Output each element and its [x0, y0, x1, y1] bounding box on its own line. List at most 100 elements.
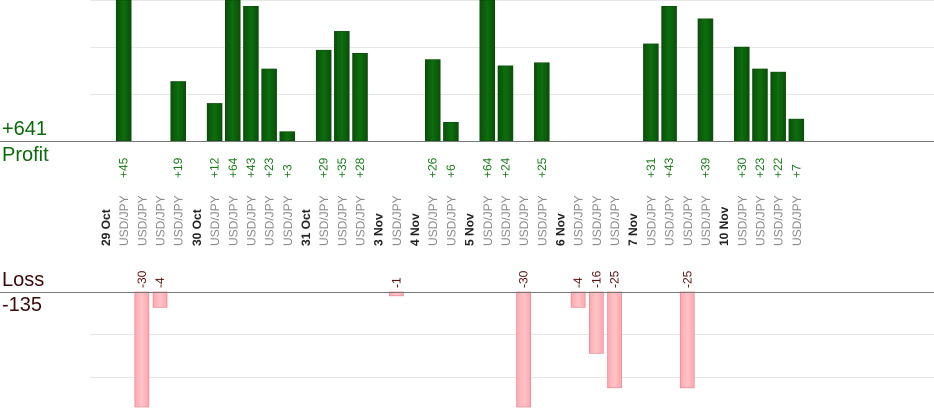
labels: 29 Oct USD/JPY +45 USD/JPY -30 USD/JPY -4 USD/J…	[99, 157, 804, 288]
loss-bar	[570, 291, 586, 308]
loss-bar	[679, 291, 695, 389]
pair-label: USD/JPY	[608, 195, 622, 246]
pair-label: USD/JPY	[753, 195, 767, 246]
pair-label: USD/JPY	[663, 195, 677, 246]
axes	[0, 141, 934, 293]
pair-label: USD/JPY	[226, 195, 240, 246]
loss-value-label: -25	[680, 270, 694, 288]
loss-value-label: -30	[135, 270, 149, 288]
pair-label: USD/JPY	[208, 195, 222, 246]
profit-bar	[770, 71, 786, 142]
pair-label: USD/JPY	[244, 195, 258, 246]
profit-value-label: +39	[698, 157, 712, 178]
date-label: 29 Oct	[99, 209, 113, 246]
pair-label: USD/JPY	[354, 195, 368, 246]
profit-value-label: +26	[426, 157, 440, 178]
date-label: 30 Oct	[190, 209, 204, 246]
profit-bar	[352, 53, 368, 142]
pair-label: USD/JPY	[426, 195, 440, 246]
profit-bar	[479, 0, 496, 142]
pair-label: USD/JPY	[517, 195, 531, 246]
profit-value-label: +7	[789, 164, 803, 178]
profit-value-label: +6	[444, 164, 458, 178]
profit-value-label: +43	[244, 157, 258, 178]
pair-label: USD/JPY	[572, 195, 586, 246]
pair-label: USD/JPY	[172, 195, 186, 246]
pair-label: USD/JPY	[535, 195, 549, 246]
profit-value-label: +12	[208, 157, 222, 178]
date-label: 3 Nov	[372, 213, 386, 246]
profit-value-label: +29	[317, 157, 331, 178]
profit-bar	[315, 49, 332, 142]
profit-bars	[115, 0, 805, 142]
date-label: 4 Nov	[408, 213, 422, 246]
profit-value-label: +3	[280, 164, 294, 178]
loss-value-label: -1	[389, 277, 403, 288]
gridlines	[90, 0, 934, 378]
pair-label: USD/JPY	[117, 195, 131, 246]
profit-bar	[734, 46, 750, 142]
pair-label: USD/JPY	[590, 195, 604, 246]
profit-value-label: +28	[353, 157, 367, 178]
loss-bar	[516, 291, 531, 408]
profit-value-label: +35	[335, 157, 349, 178]
loss-bar	[607, 291, 622, 389]
date-label: 10 Nov	[717, 206, 731, 246]
profit-total: +641	[2, 118, 48, 140]
profit-value-label: +19	[171, 157, 185, 178]
date-label: 6 Nov	[554, 213, 568, 246]
profit-bar	[752, 68, 768, 142]
profit-bar	[697, 18, 714, 142]
profit-bar	[497, 65, 514, 142]
date-label: 31 Oct	[299, 209, 313, 246]
profit-bar	[279, 131, 296, 142]
loss-value-label: -4	[571, 277, 585, 288]
profit-bar	[643, 43, 659, 142]
profit-bar	[424, 59, 441, 142]
loss-bar	[152, 291, 168, 308]
profit-bar	[443, 121, 459, 142]
date-label: 5 Nov	[463, 213, 477, 246]
profit-bar	[661, 6, 677, 142]
pair-label: USD/JPY	[644, 195, 658, 246]
pair-label: USD/JPY	[444, 195, 458, 246]
profit-bar	[243, 6, 259, 142]
pair-label: USD/JPY	[735, 195, 749, 246]
profit-value-label: +43	[662, 157, 676, 178]
profit-bar	[534, 62, 550, 142]
profit-bar	[225, 0, 241, 142]
pair-label: USD/JPY	[390, 195, 404, 246]
profit-value-label: +22	[771, 157, 785, 178]
loss-value-label: -30	[517, 270, 531, 288]
profit-value-label: +64	[480, 157, 494, 178]
profit-legend-label: Profit	[2, 144, 49, 166]
loss-bar	[589, 291, 604, 354]
loss-bars	[134, 291, 695, 408]
profit-bar	[115, 0, 132, 142]
pair-label: USD/JPY	[317, 195, 331, 246]
profit-value-label: +25	[535, 157, 549, 178]
loss-value-label: -25	[608, 270, 622, 288]
pair-label: USD/JPY	[335, 195, 349, 246]
pair-label: USD/JPY	[699, 195, 713, 246]
profit-bar	[334, 31, 350, 142]
profit-value-label: +30	[735, 157, 749, 178]
pair-label: USD/JPY	[772, 195, 786, 246]
pair-label: USD/JPY	[481, 195, 495, 246]
profit-bar	[261, 68, 277, 142]
pair-label: USD/JPY	[790, 195, 804, 246]
profit-bar	[206, 103, 223, 142]
pair-label: USD/JPY	[263, 195, 277, 246]
loss-legend-label: Loss	[2, 269, 45, 291]
loss-bar	[134, 291, 150, 408]
pair-label: USD/JPY	[135, 195, 149, 246]
pair-label: USD/JPY	[499, 195, 513, 246]
loss-value-label: -4	[153, 277, 167, 288]
loss-total: -135	[2, 294, 43, 316]
date-label: 7 Nov	[626, 213, 640, 246]
profit-bar	[170, 81, 186, 142]
pair-label: USD/JPY	[281, 195, 295, 246]
profit-value-label: +24	[498, 157, 512, 178]
loss-value-label: -16	[589, 270, 603, 288]
profit-value-label: +45	[117, 157, 131, 178]
